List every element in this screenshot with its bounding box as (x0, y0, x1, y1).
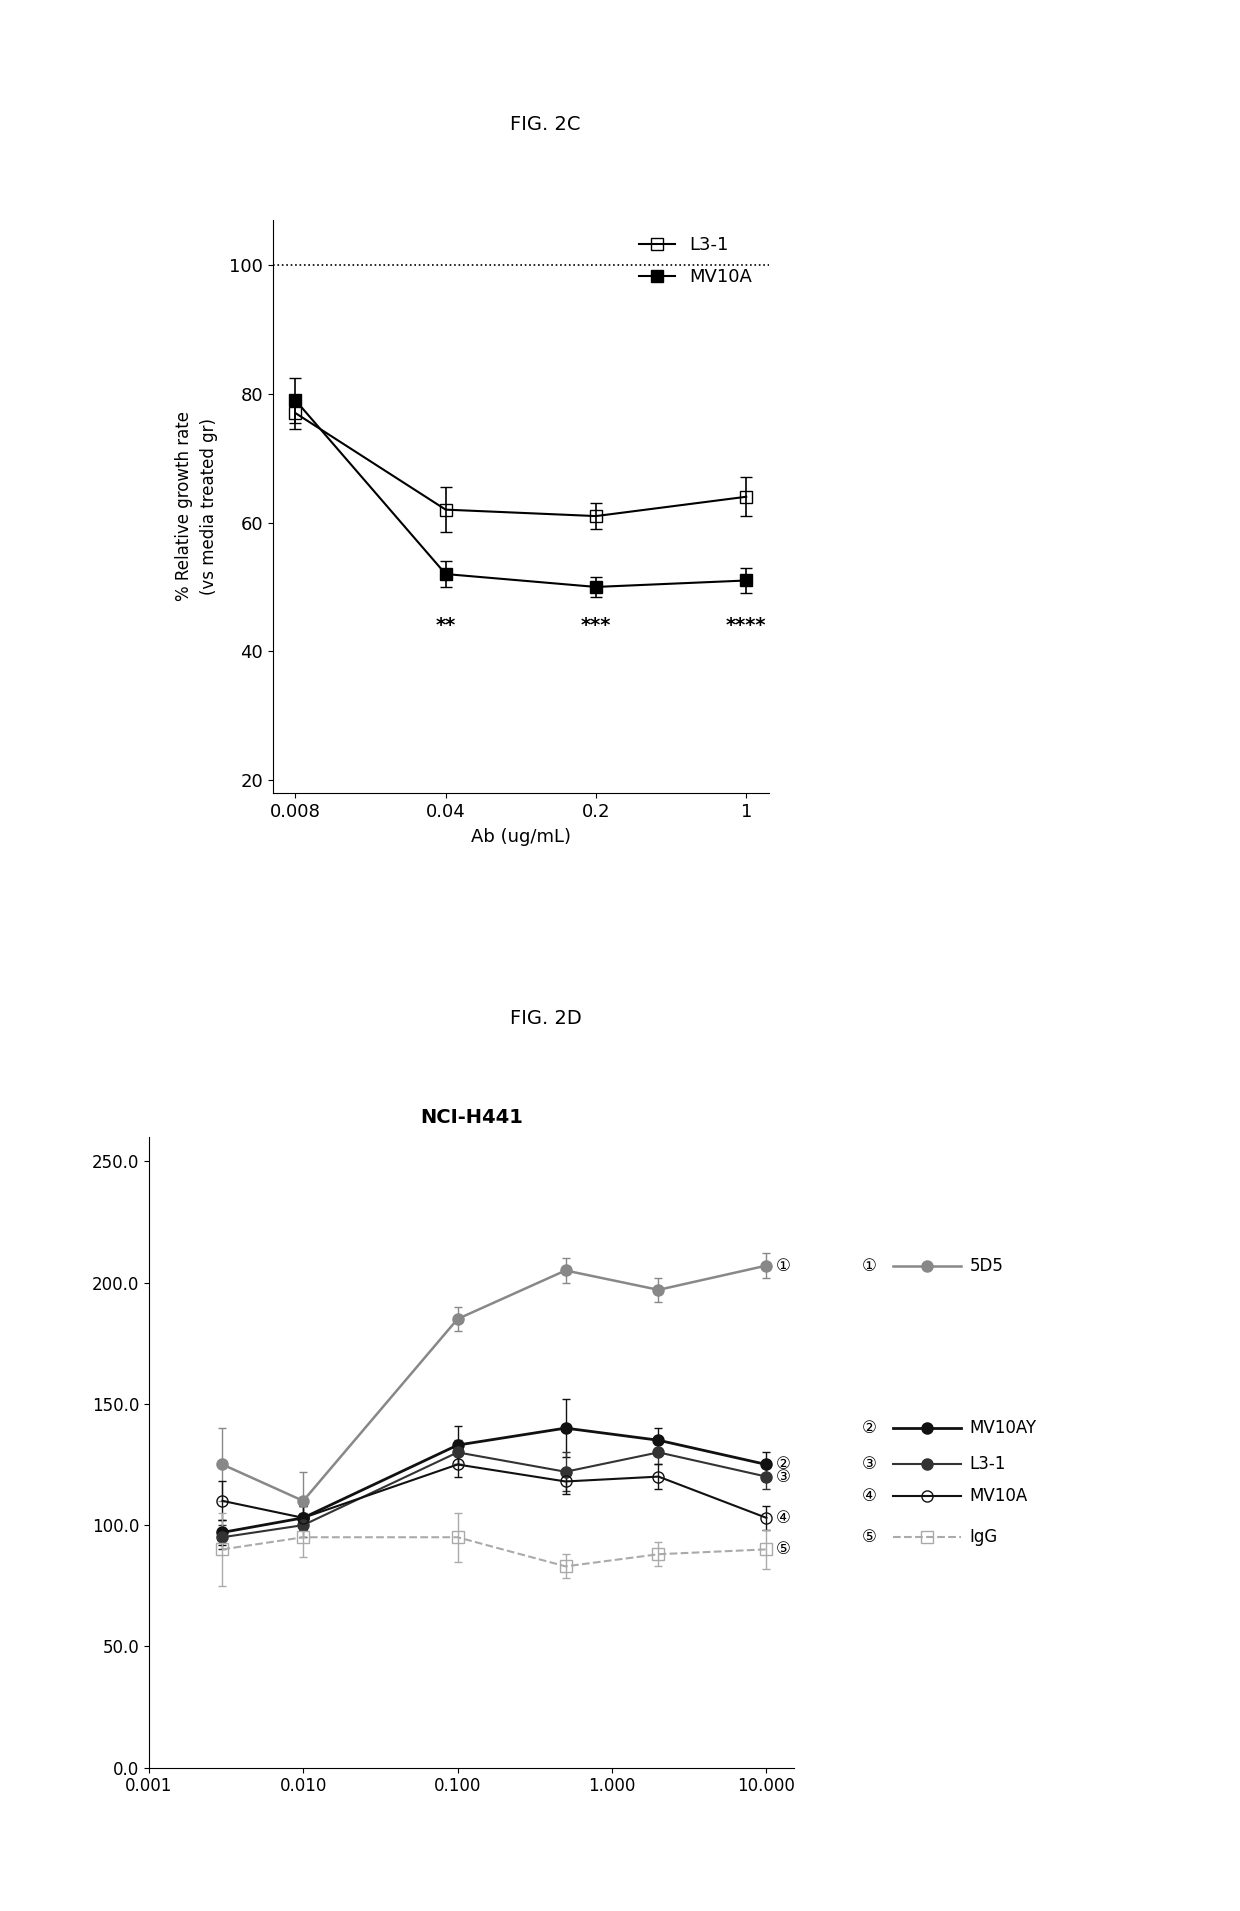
X-axis label: Ab (ug/mL): Ab (ug/mL) (471, 827, 570, 847)
Text: ②: ② (862, 1420, 877, 1437)
Text: ①: ① (776, 1257, 791, 1275)
Text: ③: ③ (776, 1468, 791, 1485)
Text: IgG: IgG (970, 1529, 998, 1546)
Title: NCI-H441: NCI-H441 (420, 1108, 522, 1127)
Text: 5D5: 5D5 (970, 1257, 1003, 1275)
Legend: L3-1, MV10A: L3-1, MV10A (632, 229, 760, 294)
Text: ④: ④ (862, 1487, 877, 1506)
Text: ⑤: ⑤ (862, 1529, 877, 1546)
Text: FIG. 2C: FIG. 2C (511, 115, 580, 134)
Text: ③: ③ (862, 1456, 877, 1473)
Text: MV10AY: MV10AY (970, 1420, 1037, 1437)
Text: ****: **** (725, 615, 766, 634)
Text: **: ** (435, 615, 456, 634)
Text: L3-1: L3-1 (970, 1456, 1006, 1473)
Text: ②: ② (776, 1456, 791, 1473)
Text: ⑤: ⑤ (776, 1540, 791, 1557)
Y-axis label: % Relative growth rate
(vs media treated gr): % Relative growth rate (vs media treated… (175, 411, 218, 602)
Text: ④: ④ (776, 1510, 791, 1527)
Text: FIG. 2D: FIG. 2D (510, 1009, 582, 1028)
Text: MV10A: MV10A (970, 1487, 1028, 1506)
Text: ①: ① (862, 1257, 877, 1275)
Text: ***: *** (580, 615, 611, 634)
